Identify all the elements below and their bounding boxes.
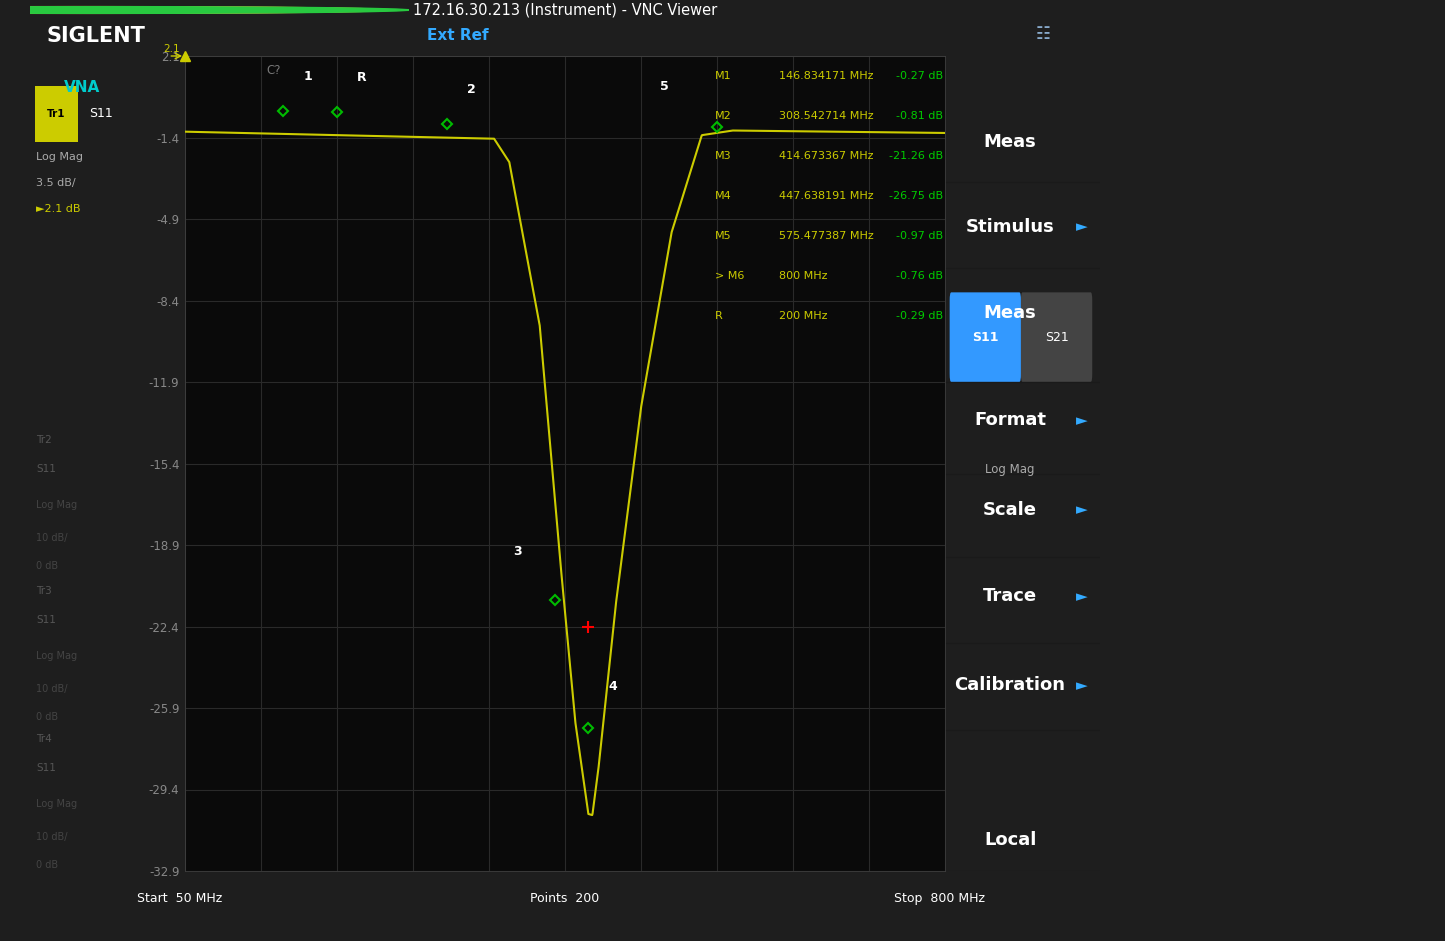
Text: 414.673367 MHz: 414.673367 MHz — [779, 151, 874, 161]
Text: 800 MHz: 800 MHz — [779, 271, 828, 281]
Text: -26.75 dB: -26.75 dB — [889, 191, 942, 201]
Text: C?: C? — [266, 64, 280, 77]
Text: 200 MHz: 200 MHz — [779, 311, 828, 321]
Text: Tr1: Tr1 — [48, 109, 65, 119]
Text: Log Mag: Log Mag — [36, 501, 78, 510]
Text: S21: S21 — [1045, 330, 1068, 343]
Text: 2.1: 2.1 — [163, 44, 181, 54]
Text: Tr4: Tr4 — [36, 734, 52, 744]
Text: 447.638191 MHz: 447.638191 MHz — [779, 191, 874, 201]
Text: 4: 4 — [608, 679, 617, 693]
FancyBboxPatch shape — [949, 293, 1022, 382]
Circle shape — [0, 7, 409, 13]
Text: -0.81 dB: -0.81 dB — [896, 111, 942, 121]
Text: Points  200: Points 200 — [530, 892, 600, 905]
Text: Tr3: Tr3 — [36, 585, 52, 596]
Text: M2: M2 — [715, 111, 731, 121]
Text: -0.76 dB: -0.76 dB — [896, 271, 942, 281]
Text: 0 dB: 0 dB — [36, 712, 58, 722]
Text: ►: ► — [1075, 678, 1087, 693]
Text: ►: ► — [1075, 413, 1087, 428]
Text: Meas: Meas — [984, 133, 1036, 151]
Text: ☷: ☷ — [1036, 25, 1051, 43]
Text: -0.27 dB: -0.27 dB — [896, 71, 942, 81]
Text: 308.542714 MHz: 308.542714 MHz — [779, 111, 874, 121]
Text: Stimulus: Stimulus — [965, 218, 1055, 236]
Text: Trace: Trace — [983, 587, 1038, 605]
Text: SIGLENT: SIGLENT — [46, 26, 144, 46]
Text: S11: S11 — [36, 615, 56, 625]
Text: R: R — [715, 311, 722, 321]
Circle shape — [0, 7, 370, 13]
Text: -0.97 dB: -0.97 dB — [896, 231, 942, 241]
Text: > M6: > M6 — [715, 271, 744, 281]
Text: ►: ► — [1075, 219, 1087, 234]
Text: 172.16.30.213 (Instrument) - VNC Viewer: 172.16.30.213 (Instrument) - VNC Viewer — [413, 3, 717, 18]
Text: M5: M5 — [715, 231, 731, 241]
Text: Meas: Meas — [984, 304, 1036, 322]
Text: S11: S11 — [36, 763, 56, 774]
Text: M3: M3 — [715, 151, 731, 161]
Text: 10 dB/: 10 dB/ — [36, 832, 68, 842]
Text: Stop  800 MHz: Stop 800 MHz — [894, 892, 985, 905]
Text: 1: 1 — [303, 71, 312, 83]
Text: Log Mag: Log Mag — [985, 463, 1035, 476]
Text: 575.477387 MHz: 575.477387 MHz — [779, 231, 874, 241]
Text: 146.834171 MHz: 146.834171 MHz — [779, 71, 874, 81]
Text: 3.5 dB/: 3.5 dB/ — [36, 178, 75, 188]
Text: 2: 2 — [467, 83, 475, 96]
Text: S11: S11 — [36, 464, 56, 474]
Text: Ext Ref: Ext Ref — [428, 28, 488, 43]
Text: Scale: Scale — [983, 501, 1038, 518]
Text: S11: S11 — [90, 107, 113, 120]
Text: M4: M4 — [715, 191, 731, 201]
Text: ►: ► — [1075, 589, 1087, 604]
Text: Local: Local — [984, 831, 1036, 849]
Text: R: R — [357, 71, 367, 84]
Text: 0 dB: 0 dB — [36, 561, 58, 571]
Text: Calibration: Calibration — [955, 677, 1065, 694]
FancyBboxPatch shape — [1022, 293, 1092, 382]
Text: Start  50 MHz: Start 50 MHz — [137, 892, 223, 905]
Text: Log Mag: Log Mag — [36, 651, 78, 661]
Text: Log Mag: Log Mag — [36, 152, 84, 162]
Circle shape — [0, 7, 390, 13]
Text: VNA: VNA — [64, 80, 100, 95]
Text: 3: 3 — [513, 545, 522, 558]
Text: 0 dB: 0 dB — [36, 860, 58, 870]
Text: ►: ► — [1075, 502, 1087, 518]
FancyBboxPatch shape — [35, 87, 78, 141]
Text: ►2.1 dB: ►2.1 dB — [36, 204, 81, 215]
Text: -0.29 dB: -0.29 dB — [896, 311, 942, 321]
Text: S11: S11 — [972, 330, 998, 343]
Text: -21.26 dB: -21.26 dB — [889, 151, 942, 161]
Text: M1: M1 — [715, 71, 731, 81]
Text: Log Mag: Log Mag — [36, 799, 78, 809]
Text: 10 dB/: 10 dB/ — [36, 683, 68, 694]
Text: 5: 5 — [660, 80, 669, 92]
Text: Tr2: Tr2 — [36, 435, 52, 445]
Text: 10 dB/: 10 dB/ — [36, 533, 68, 543]
Text: Format: Format — [974, 411, 1046, 429]
